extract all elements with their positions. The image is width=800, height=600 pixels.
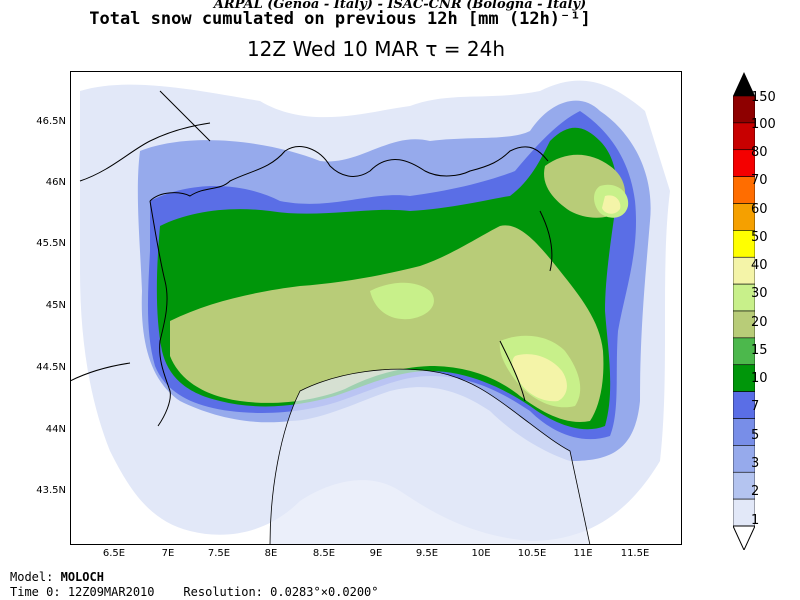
border-lines [70,90,553,427]
legend-label: 40 [751,258,768,273]
time-value: 12Z09MAR2010 [67,585,155,599]
time-line: Time 0: 12Z09MAR2010 Resolution: 0.0283°… [10,585,379,599]
model-line: Model: MOLOCH [10,570,104,584]
legend-top-arrow [733,72,755,96]
model-label: Model: [10,570,54,584]
lat-label: 46.5N [36,116,66,127]
ligurian-sea [269,368,591,545]
lat-label: 45.5N [36,238,66,249]
legend-label: 70 [751,173,768,188]
lon-label: 8E [264,548,278,559]
valid-time: 12Z Wed 10 MAR τ = 24h [246,37,506,61]
lon-label: 6.5E [102,548,126,559]
lon-label: 7E [161,548,175,559]
legend-label: 3 [751,456,760,471]
lon-label: 10.5E [517,548,547,559]
legend-label: 20 [751,315,768,330]
time-label: Time 0: [10,585,61,599]
model-name: MOLOCH [60,570,104,584]
lon-label: 8.5E [312,548,336,559]
legend-label: 150 [751,90,776,105]
resolution-label: Resolution: [183,585,263,599]
legend-label: 2 [751,484,760,499]
legend-bottom-arrow [733,525,755,550]
lon-label: 11E [573,548,593,559]
legend-label: 50 [751,230,768,245]
lat-label: 43.5N [36,485,66,496]
lat-label: 44.5N [36,362,66,373]
resolution-value: 0.0283°×0.0200° [270,585,379,599]
legend-label: 80 [751,145,768,160]
map-title: Total snow cumulated on previous 12h [mm… [89,9,591,29]
legend-label: 7 [751,399,760,414]
lat-label: 46N [45,177,66,188]
color-legend [733,72,755,550]
legend-label: 60 [751,202,768,217]
legend-label: 1 [751,513,760,528]
lon-label: 7.5E [207,548,231,559]
lon-label: 9E [369,548,383,559]
legend-label: 100 [751,117,776,132]
lon-label: 11.5E [620,548,650,559]
legend-label: 10 [751,371,768,386]
credit-line: ARPAL (Genoa - Italy) - ISAC-CNR (Bologn… [213,0,587,12]
legend-label: 5 [751,428,760,443]
lon-label: 10E [471,548,491,559]
snow-map [70,71,682,545]
legend-label: 15 [751,343,768,358]
lat-label: 45N [45,300,66,311]
lat-label: 44N [45,424,66,435]
legend-label: 30 [751,286,768,301]
lon-label: 9.5E [415,548,439,559]
snow-field-40mm [512,195,621,402]
